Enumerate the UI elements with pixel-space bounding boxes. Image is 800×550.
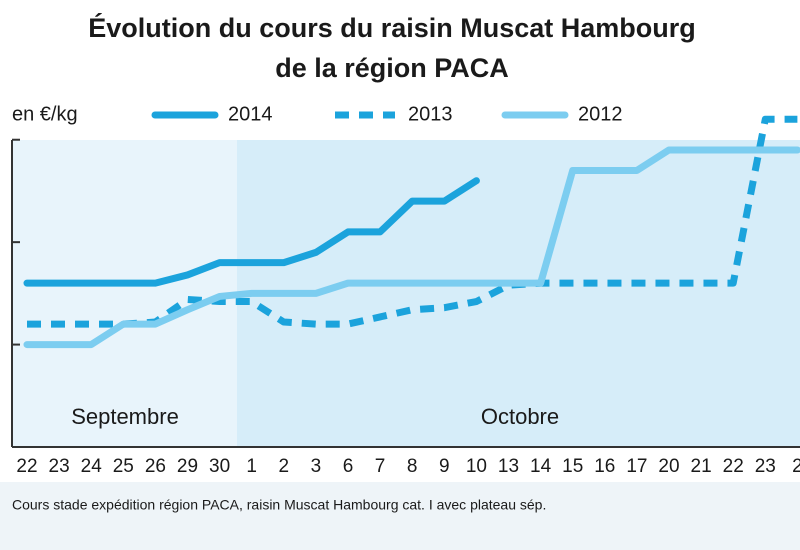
x-tick-label: 26 <box>145 456 166 477</box>
x-tick-label: 29 <box>177 456 198 477</box>
legend-label: 2013 <box>408 103 453 125</box>
x-tick-label: 20 <box>658 456 679 477</box>
september-panel <box>12 140 237 447</box>
october-panel <box>237 140 800 447</box>
x-tick-label: 23 <box>49 456 70 477</box>
x-tick-label: 17 <box>626 456 647 477</box>
month-label: Octobre <box>481 404 559 429</box>
x-tick-label: 23 <box>755 456 776 477</box>
series-line <box>23 177 480 287</box>
series-line <box>23 146 800 349</box>
chart-subtitle: de la région PACA <box>275 53 509 83</box>
legend-label: 2014 <box>228 103 273 125</box>
x-tick-label: 22 <box>16 456 37 477</box>
x-tick-label: 1 <box>246 456 257 477</box>
chart-note: Cours stade expédition région PACA, rais… <box>12 497 546 513</box>
x-tick-label: 2 <box>279 456 290 477</box>
x-tick-label: 16 <box>594 456 615 477</box>
chart-title: Évolution du cours du raisin Muscat Hamb… <box>88 12 696 43</box>
x-tick-label: 24 <box>81 456 103 477</box>
month-label: Septembre <box>71 404 179 429</box>
x-tick-label: 21 <box>691 456 712 477</box>
x-tick-label: 9 <box>439 456 450 477</box>
x-tick-label: 2 <box>792 456 800 477</box>
x-tick-label: 8 <box>407 456 418 477</box>
x-tick-label: 10 <box>466 456 487 477</box>
x-tick-label: 7 <box>375 456 386 477</box>
x-tick-label: 25 <box>113 456 134 477</box>
x-tick-label: 14 <box>530 456 552 477</box>
x-tick-label: 13 <box>498 456 519 477</box>
legend-label: 2012 <box>578 103 623 125</box>
x-tick-label: 6 <box>343 456 354 477</box>
x-tick-label: 3 <box>311 456 322 477</box>
footer-band <box>0 482 800 550</box>
x-tick-label: 30 <box>209 456 230 477</box>
x-tick-label: 15 <box>562 456 583 477</box>
y-axis-label: en €/kg <box>12 103 78 125</box>
x-tick-label: 22 <box>723 456 744 477</box>
